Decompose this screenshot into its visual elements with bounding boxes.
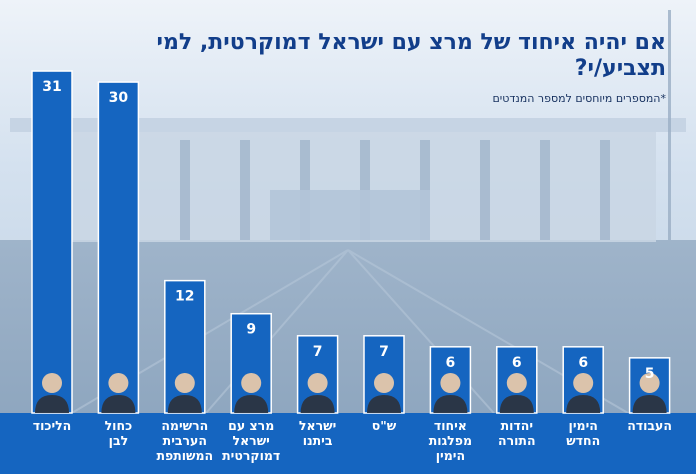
category-label-3: מרצ עם xyxy=(228,418,274,433)
person-icon xyxy=(367,373,401,413)
category-label-5: ש"ס xyxy=(372,418,397,433)
person-icon xyxy=(300,373,335,413)
category-label-band xyxy=(0,413,696,474)
category-label-0: הליכוד xyxy=(33,418,72,433)
person-icon xyxy=(234,373,269,413)
value-label-7: 6 xyxy=(512,355,522,371)
value-label-9: 5 xyxy=(645,366,655,382)
category-label-2: הערבית xyxy=(163,433,207,448)
chart-footnote: *המספרים מיוחסים למספר המנדטים xyxy=(492,92,666,105)
value-label-2: 12 xyxy=(175,289,194,305)
chart-title: אם יהיה איחוד של מרצ עם ישראל דמוקרטית, … xyxy=(156,30,666,81)
category-label-6: מפלגות xyxy=(429,433,472,448)
value-label-4: 7 xyxy=(313,344,323,360)
value-label-3: 9 xyxy=(246,322,256,338)
category-label-2: המשותפת xyxy=(156,448,213,463)
category-label-8: הימין xyxy=(569,418,598,433)
value-label-0: 31 xyxy=(42,79,61,95)
bar-0 xyxy=(31,70,73,414)
category-label-9: העבודה xyxy=(627,418,672,433)
category-label-3: דמוקרטית xyxy=(222,448,280,463)
category-label-3: ישראל xyxy=(233,433,270,448)
bar-1 xyxy=(97,81,140,414)
bars-group xyxy=(31,70,671,414)
category-label-6: איחוד xyxy=(434,418,467,433)
category-label-4: ביתנו xyxy=(303,433,333,448)
value-label-6: 6 xyxy=(446,355,456,371)
category-label-7: יהדות xyxy=(501,418,533,433)
person-icon xyxy=(35,373,69,413)
person-icon xyxy=(566,373,601,413)
category-label-7: התורה xyxy=(498,433,536,448)
category-label-1: לבן xyxy=(109,433,128,448)
avatars-group xyxy=(35,373,667,413)
category-label-6: הימין xyxy=(436,448,465,463)
value-label-8: 6 xyxy=(578,355,588,371)
person-icon xyxy=(499,373,534,413)
person-icon xyxy=(101,373,136,413)
person-icon xyxy=(433,373,468,413)
category-label-2: הרשימה xyxy=(161,418,208,433)
value-labels-group: 31 30 12 9 7 7 6 6 6 5 xyxy=(42,79,654,382)
category-label-1: כחול xyxy=(105,418,133,433)
person-icon xyxy=(167,373,202,413)
value-label-1: 30 xyxy=(109,90,129,106)
person-icon xyxy=(632,373,667,413)
category-label-4: ישראל xyxy=(299,418,336,433)
value-label-5: 7 xyxy=(379,344,389,360)
category-label-8: החדש xyxy=(566,433,600,448)
